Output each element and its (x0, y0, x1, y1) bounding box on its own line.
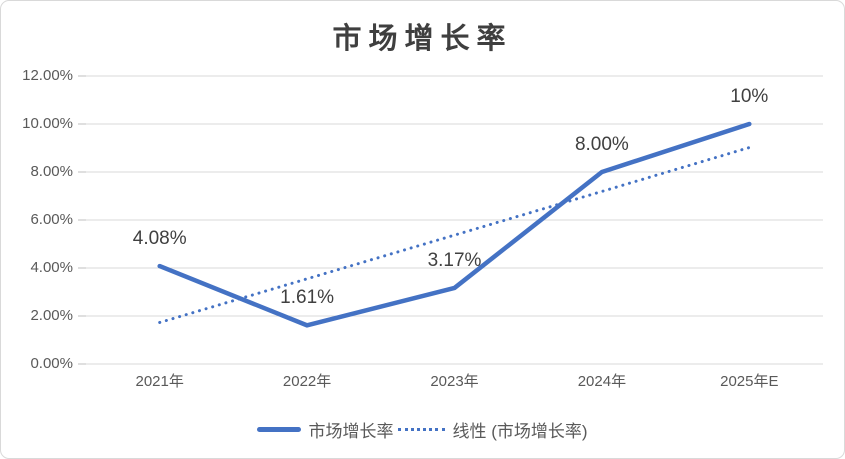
legend-item-series: 市场增长率 (257, 417, 393, 442)
x-axis-category-label: 2024年 (577, 373, 627, 390)
data-point-label: 8.00% (574, 134, 629, 155)
data-point-label: 3.17% (427, 249, 482, 271)
x-axis-category-label: 2022年 (282, 373, 332, 390)
data-point-label: 1.61% (280, 287, 335, 309)
y-axis-tick-label: 4.00% (30, 259, 73, 276)
y-axis-tick-label: 6.00% (30, 211, 73, 228)
y-axis-tick-label: 12.00% (22, 67, 73, 84)
y-axis-tick-label: 0.00% (30, 355, 73, 372)
solid-line-swatch-icon (257, 426, 302, 432)
legend: 市场增长率 线性 (市场增长率) (1, 416, 844, 442)
x-axis-category-label: 2023年 (430, 373, 479, 390)
series-line-market-growth (157, 121, 752, 328)
data-point-label: 10% (730, 86, 769, 107)
chart-title: 市场增长率 (332, 23, 513, 55)
y-axis-tick-label: 10.00% (22, 115, 73, 132)
data-point-label: 4.08% (132, 228, 187, 250)
legend-label-trendline: 线性 (市场增长率) (452, 421, 588, 441)
x-axis-category-label: 2021年 (135, 373, 184, 390)
legend-item-trendline: 线性 (市场增长率) (398, 417, 588, 442)
y-axis-tick-label: 2.00% (30, 307, 73, 324)
dotted-line-swatch-icon (398, 427, 446, 431)
x-axis-category-label: 2025年E (720, 373, 779, 390)
legend-label-series: 市场增长率 (308, 421, 394, 441)
trendline-linear (158, 146, 751, 324)
y-axis-tick-label: 8.00% (30, 163, 73, 180)
